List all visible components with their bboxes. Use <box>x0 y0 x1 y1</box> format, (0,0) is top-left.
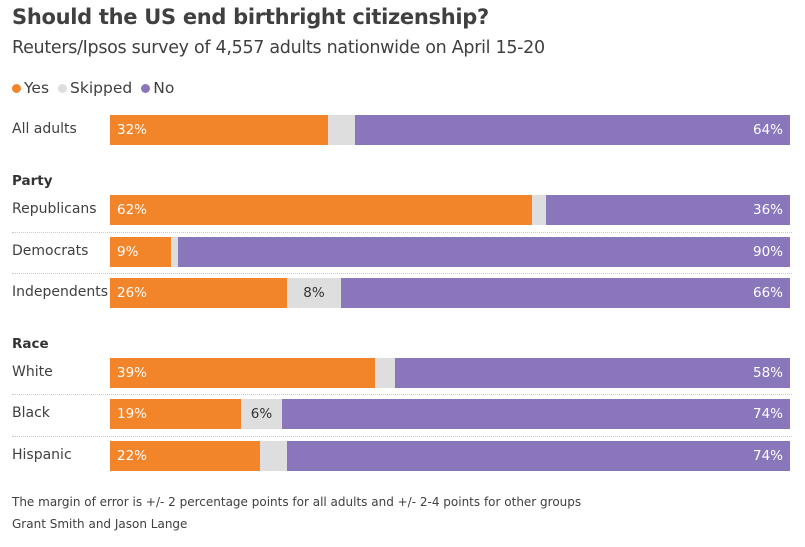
row-label: Black <box>12 405 50 421</box>
legend-item-no: No <box>141 79 174 97</box>
bar-segment-yes: 62% <box>110 195 532 225</box>
chart-title: Should the US end birthright citizenship… <box>12 5 489 29</box>
bar-row: 39% 58% <box>110 358 790 388</box>
bar-segment-no: 74% <box>287 441 790 471</box>
bar-segment-skipped <box>171 237 178 267</box>
bar-row: 32% 64% <box>110 115 790 145</box>
row-separator <box>12 394 792 395</box>
footnote: The margin of error is +/- 2 percentage … <box>12 495 582 509</box>
legend-label-skipped: Skipped <box>70 79 133 97</box>
bar-segment-yes: 22% <box>110 441 260 471</box>
row-label: Republicans <box>12 201 97 217</box>
bar-segment-yes: 19% <box>110 399 241 429</box>
credit: Grant Smith and Jason Lange <box>12 517 188 531</box>
row-label: Hispanic <box>12 447 72 463</box>
bar-segment-no: 90% <box>178 237 790 267</box>
legend: Yes Skipped No <box>12 79 183 97</box>
section-label-race: Race <box>12 336 49 352</box>
section-label-party: Party <box>12 173 53 189</box>
legend-dot-yes-icon <box>12 83 21 93</box>
chart-subtitle: Reuters/Ipsos survey of 4,557 adults nat… <box>12 38 545 58</box>
row-separator <box>12 273 792 274</box>
bar-segment-yes: 26% <box>110 278 287 308</box>
row-separator <box>12 232 792 233</box>
row-separator <box>12 436 792 437</box>
row-label: All adults <box>12 121 77 137</box>
bar-segment-skipped: 6% <box>241 399 282 429</box>
legend-label-yes: Yes <box>24 79 50 97</box>
legend-item-yes: Yes <box>12 79 49 97</box>
row-label: Independents <box>12 284 109 300</box>
bar-segment-no: 58% <box>395 358 790 388</box>
bar-row: 19% 6% 74% <box>110 399 790 429</box>
bar-row: 26% 8% 66% <box>110 278 790 308</box>
row-label: Democrats <box>12 243 89 259</box>
bar-segment-skipped: 8% <box>287 278 341 308</box>
bar-segment-yes: 9% <box>110 237 171 267</box>
bar-segment-no: 66% <box>341 278 790 308</box>
legend-dot-no-icon <box>141 83 151 93</box>
bar-segment-skipped <box>375 358 395 388</box>
bar-segment-yes: 39% <box>110 358 375 388</box>
bar-segment-yes: 32% <box>110 115 328 145</box>
bar-segment-skipped <box>260 441 287 471</box>
legend-dot-skipped-icon <box>58 83 68 93</box>
bar-segment-skipped <box>532 195 546 225</box>
legend-item-skipped: Skipped <box>58 79 132 97</box>
bar-segment-no: 74% <box>282 399 790 429</box>
bar-segment-no: 64% <box>355 115 790 145</box>
bar-row: 9% 90% <box>110 237 790 267</box>
bar-row: 22% 74% <box>110 441 790 471</box>
bar-segment-skipped <box>328 115 355 145</box>
bar-segment-no: 36% <box>546 195 790 225</box>
bar-row: 62% 36% <box>110 195 790 225</box>
row-label: White <box>12 364 53 380</box>
legend-label-no: No <box>153 79 175 97</box>
